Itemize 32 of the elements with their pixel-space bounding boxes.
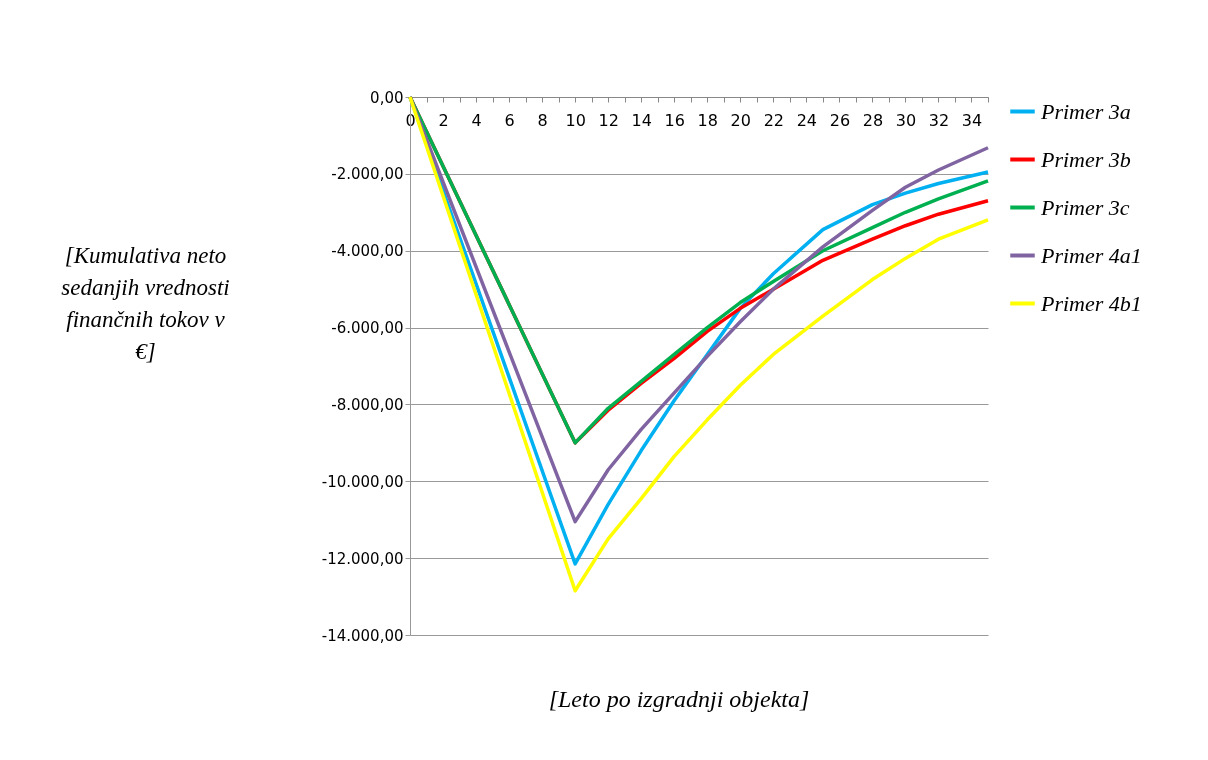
y-tick-label: -6.000,00 bbox=[331, 319, 404, 338]
x-tick-label: 10 bbox=[565, 110, 586, 130]
y-tick-label: -2.000,00 bbox=[331, 165, 404, 184]
legend-label: Primer 3b bbox=[1040, 146, 1131, 172]
x-tick-label: 12 bbox=[598, 110, 619, 130]
x-tick-label: 4 bbox=[471, 110, 482, 130]
y-tick-label: -12.000,00 bbox=[321, 549, 404, 568]
legend-label: Primer 4a1 bbox=[1040, 242, 1142, 268]
y-tick-label: 0,00 bbox=[370, 88, 404, 107]
y-tick-label: -8.000,00 bbox=[331, 395, 404, 414]
x-tick-label: 32 bbox=[928, 110, 950, 130]
y-tick-label: -14.000,00 bbox=[321, 626, 404, 645]
x-tick-label: 26 bbox=[829, 110, 851, 130]
x-axis-title: [Leto po izgradnji objekta] bbox=[548, 686, 810, 712]
legend-label: Primer 4b1 bbox=[1040, 290, 1142, 316]
x-tick-label: 18 bbox=[697, 110, 718, 130]
x-tick-label: 28 bbox=[862, 110, 884, 130]
x-tick-label: 6 bbox=[504, 110, 515, 130]
legend-label: Primer 3c bbox=[1040, 194, 1130, 220]
legend-label: Primer 3a bbox=[1040, 98, 1131, 124]
x-tick-label: 24 bbox=[796, 110, 818, 130]
x-tick-label: 20 bbox=[730, 110, 751, 130]
y-tick-label: -4.000,00 bbox=[331, 242, 404, 261]
x-tick-label: 2 bbox=[438, 110, 449, 130]
x-tick-label: 14 bbox=[631, 110, 652, 130]
x-tick-label: 16 bbox=[664, 110, 685, 130]
x-tick-label: 34 bbox=[961, 110, 983, 130]
y-axis-title: [Kumulativa neto sedanjih vrednosti finančnih tokov v €] bbox=[61, 242, 230, 364]
x-tick-label: 22 bbox=[763, 110, 784, 130]
x-tick-label: 8 bbox=[537, 110, 548, 130]
y-tick-label: -10.000,00 bbox=[321, 472, 404, 491]
x-tick-label: 30 bbox=[895, 110, 917, 130]
